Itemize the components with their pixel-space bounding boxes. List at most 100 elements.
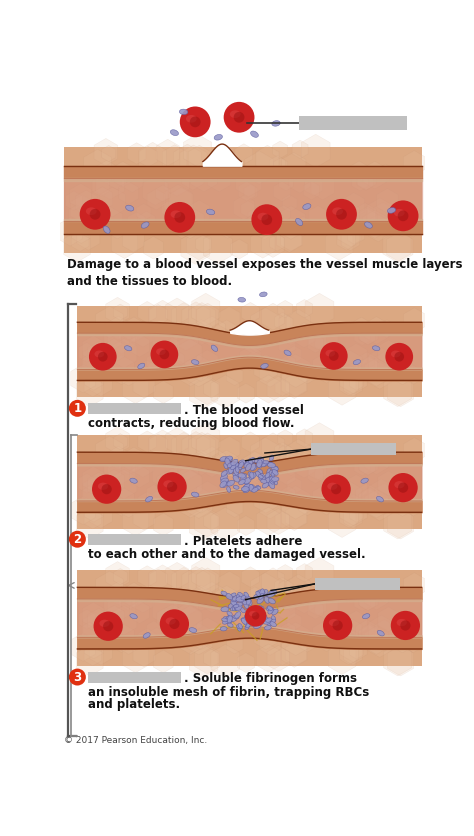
- Ellipse shape: [296, 218, 303, 226]
- Ellipse shape: [233, 615, 239, 619]
- Ellipse shape: [260, 292, 267, 297]
- Ellipse shape: [236, 466, 239, 472]
- Ellipse shape: [265, 618, 272, 622]
- Circle shape: [98, 352, 108, 362]
- Ellipse shape: [260, 617, 265, 621]
- Ellipse shape: [361, 478, 368, 483]
- Circle shape: [321, 475, 351, 504]
- Ellipse shape: [225, 482, 231, 486]
- Ellipse shape: [250, 472, 254, 478]
- Circle shape: [400, 620, 410, 630]
- Ellipse shape: [221, 591, 227, 595]
- Ellipse shape: [269, 475, 274, 482]
- Circle shape: [90, 209, 100, 220]
- Ellipse shape: [228, 623, 233, 627]
- Ellipse shape: [249, 611, 257, 616]
- Ellipse shape: [227, 616, 232, 623]
- Ellipse shape: [238, 473, 246, 478]
- Ellipse shape: [231, 459, 238, 466]
- Ellipse shape: [284, 350, 291, 355]
- Ellipse shape: [255, 472, 261, 477]
- Circle shape: [326, 199, 357, 230]
- Ellipse shape: [246, 599, 251, 605]
- Ellipse shape: [328, 482, 337, 490]
- Ellipse shape: [326, 349, 335, 357]
- Ellipse shape: [269, 482, 275, 489]
- Ellipse shape: [258, 594, 263, 600]
- Ellipse shape: [274, 466, 278, 472]
- Ellipse shape: [249, 459, 253, 464]
- Ellipse shape: [243, 487, 250, 492]
- Ellipse shape: [86, 207, 97, 215]
- Ellipse shape: [233, 473, 239, 478]
- Ellipse shape: [232, 464, 237, 469]
- Circle shape: [224, 102, 255, 133]
- Ellipse shape: [261, 364, 268, 369]
- Ellipse shape: [251, 131, 258, 137]
- Text: and platelets.: and platelets.: [88, 698, 180, 711]
- Ellipse shape: [254, 458, 260, 463]
- Ellipse shape: [272, 609, 278, 614]
- Ellipse shape: [262, 615, 267, 619]
- Ellipse shape: [191, 359, 199, 364]
- Ellipse shape: [264, 596, 269, 604]
- Ellipse shape: [261, 589, 268, 595]
- Ellipse shape: [227, 615, 232, 623]
- Ellipse shape: [269, 470, 275, 475]
- Ellipse shape: [249, 472, 256, 479]
- Ellipse shape: [394, 209, 405, 217]
- Circle shape: [333, 620, 343, 630]
- Ellipse shape: [272, 615, 275, 621]
- Ellipse shape: [264, 477, 272, 483]
- Ellipse shape: [255, 486, 261, 490]
- Ellipse shape: [223, 619, 229, 624]
- Ellipse shape: [332, 207, 343, 215]
- Ellipse shape: [220, 456, 228, 461]
- Ellipse shape: [230, 598, 237, 602]
- Ellipse shape: [236, 597, 244, 602]
- Text: . The blood vessel: . The blood vessel: [183, 404, 303, 416]
- Circle shape: [389, 473, 418, 502]
- Ellipse shape: [164, 480, 173, 487]
- Ellipse shape: [239, 480, 245, 485]
- Circle shape: [394, 352, 404, 362]
- Ellipse shape: [221, 471, 227, 477]
- Circle shape: [329, 351, 338, 361]
- Ellipse shape: [263, 461, 269, 464]
- Bar: [315, 578, 400, 590]
- Circle shape: [261, 214, 272, 225]
- Ellipse shape: [233, 486, 239, 489]
- Ellipse shape: [252, 487, 258, 492]
- Text: 3: 3: [73, 670, 82, 684]
- Ellipse shape: [267, 606, 273, 610]
- Ellipse shape: [222, 618, 228, 622]
- Ellipse shape: [257, 463, 262, 468]
- Ellipse shape: [207, 209, 215, 215]
- Ellipse shape: [233, 463, 239, 468]
- Ellipse shape: [373, 346, 380, 351]
- Circle shape: [320, 342, 347, 370]
- Circle shape: [174, 212, 185, 222]
- Ellipse shape: [211, 345, 218, 351]
- Ellipse shape: [265, 472, 270, 478]
- Ellipse shape: [257, 212, 268, 221]
- Circle shape: [93, 612, 123, 641]
- Text: 1: 1: [73, 402, 82, 415]
- Ellipse shape: [125, 346, 132, 351]
- Ellipse shape: [221, 607, 229, 612]
- Circle shape: [252, 612, 259, 619]
- Ellipse shape: [234, 606, 240, 609]
- Ellipse shape: [264, 617, 270, 623]
- Ellipse shape: [231, 600, 237, 606]
- Bar: [88, 403, 181, 415]
- Ellipse shape: [254, 594, 262, 599]
- Ellipse shape: [237, 625, 241, 631]
- Ellipse shape: [257, 460, 262, 467]
- Ellipse shape: [246, 464, 252, 471]
- Bar: [64, 146, 421, 252]
- Ellipse shape: [267, 462, 273, 466]
- Ellipse shape: [270, 477, 275, 482]
- Ellipse shape: [261, 479, 267, 483]
- Ellipse shape: [156, 348, 166, 355]
- Ellipse shape: [146, 497, 153, 502]
